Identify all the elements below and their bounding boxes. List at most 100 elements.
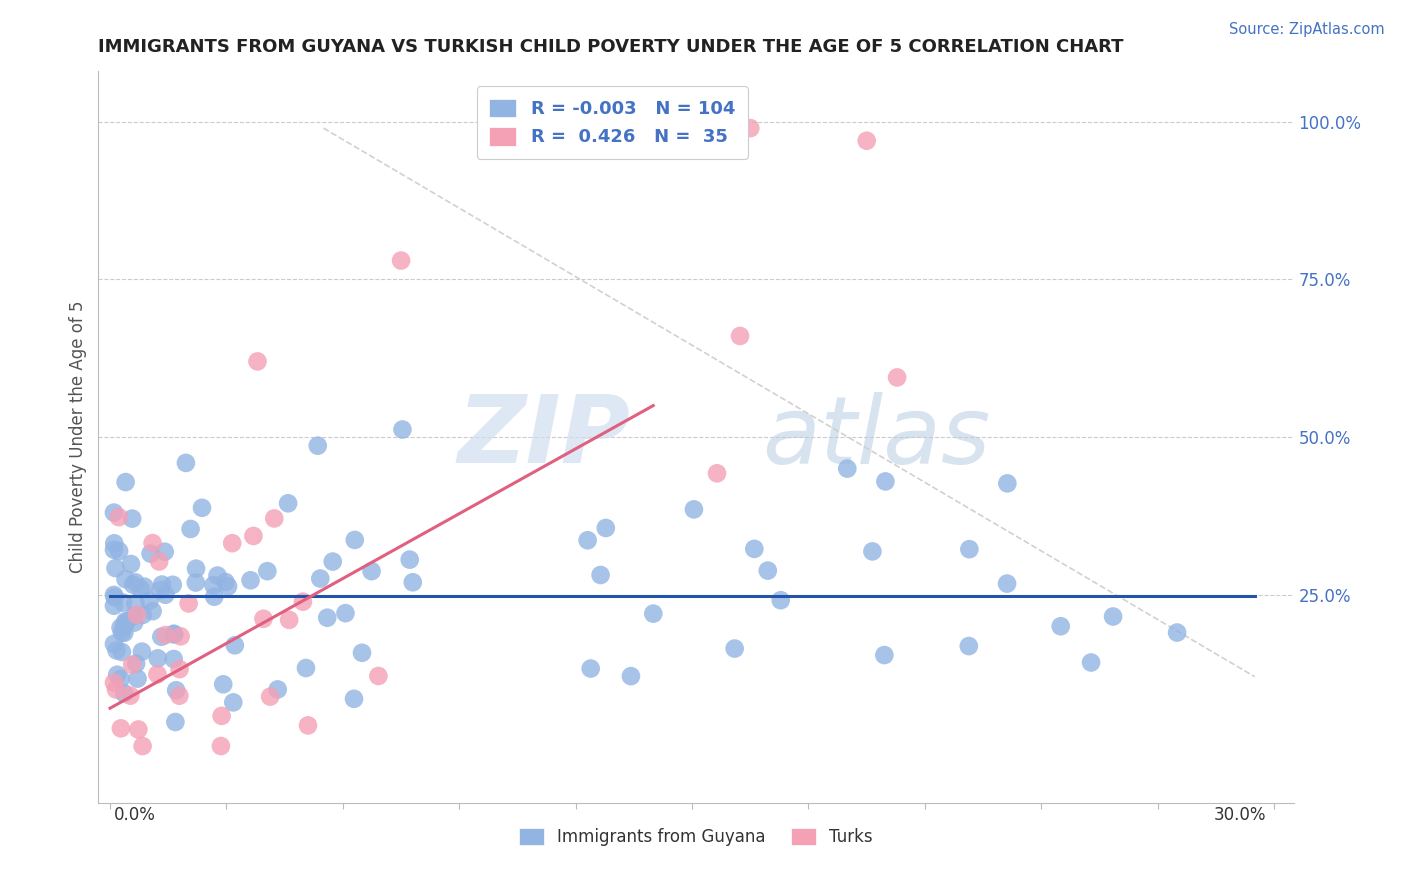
Point <box>224 638 246 652</box>
Point <box>222 695 245 709</box>
Point <box>886 370 908 384</box>
Point <box>398 552 420 566</box>
Point <box>875 475 897 489</box>
Point <box>837 461 859 475</box>
Point <box>131 739 153 753</box>
Point <box>350 646 373 660</box>
Point <box>103 588 125 602</box>
Point <box>104 561 127 575</box>
Point <box>105 682 128 697</box>
Point <box>103 536 125 550</box>
Point <box>239 574 262 588</box>
Point <box>267 682 290 697</box>
Point <box>191 500 214 515</box>
Point <box>1102 609 1125 624</box>
Point <box>744 541 766 556</box>
Point <box>995 576 1018 591</box>
Point <box>706 467 728 481</box>
Point <box>165 714 187 729</box>
Point <box>114 572 136 586</box>
Point <box>131 645 153 659</box>
Point <box>252 612 274 626</box>
Text: ZIP: ZIP <box>457 391 630 483</box>
Point <box>115 615 138 629</box>
Point <box>297 718 319 732</box>
Point <box>756 564 779 578</box>
Point <box>122 615 145 630</box>
Point <box>322 555 344 569</box>
Point <box>169 689 191 703</box>
Point <box>576 533 599 548</box>
Point <box>335 606 357 620</box>
Point <box>184 562 207 576</box>
Point <box>127 723 149 737</box>
Point <box>132 607 155 622</box>
Point <box>367 669 389 683</box>
Point <box>995 476 1018 491</box>
Point <box>125 657 148 671</box>
Point <box>728 329 751 343</box>
Point <box>103 506 125 520</box>
Point <box>163 652 186 666</box>
Text: IMMIGRANTS FROM GUYANA VS TURKISH CHILD POVERTY UNDER THE AGE OF 5 CORRELATION C: IMMIGRANTS FROM GUYANA VS TURKISH CHILD … <box>98 38 1123 56</box>
Point <box>724 641 747 656</box>
Point <box>105 643 128 657</box>
Point <box>202 590 225 604</box>
Point <box>103 599 125 613</box>
Point <box>111 645 134 659</box>
Point <box>643 607 665 621</box>
Point <box>150 630 173 644</box>
Point <box>121 511 143 525</box>
Point <box>769 593 792 607</box>
Point <box>246 354 269 368</box>
Point <box>146 667 169 681</box>
Point <box>124 596 146 610</box>
Point <box>120 557 142 571</box>
Point <box>860 544 883 558</box>
Point <box>360 564 382 578</box>
Point <box>343 533 366 547</box>
Point <box>122 608 145 623</box>
Point <box>108 544 131 558</box>
Point <box>103 637 125 651</box>
Point <box>207 568 229 582</box>
Point <box>214 574 236 589</box>
Legend: Immigrants from Guyana, Turks: Immigrants from Guyana, Turks <box>512 822 880 853</box>
Point <box>110 722 132 736</box>
Point <box>103 542 125 557</box>
Point <box>391 423 413 437</box>
Point <box>316 611 339 625</box>
Point <box>278 613 301 627</box>
Point <box>162 578 184 592</box>
Point <box>134 580 156 594</box>
Point <box>295 661 318 675</box>
Point <box>105 667 128 681</box>
Point <box>111 625 134 640</box>
Point <box>169 662 191 676</box>
Point <box>163 626 186 640</box>
Point <box>263 511 285 525</box>
Point <box>579 661 602 675</box>
Point <box>402 575 425 590</box>
Point <box>104 591 127 605</box>
Point <box>142 536 165 550</box>
Point <box>150 577 173 591</box>
Point <box>873 648 896 662</box>
Point <box>1166 625 1188 640</box>
Point <box>212 677 235 691</box>
Point <box>165 683 187 698</box>
Point <box>620 669 643 683</box>
Point <box>112 625 135 640</box>
Point <box>259 690 281 704</box>
Point <box>112 686 135 700</box>
Point <box>307 439 329 453</box>
Point <box>957 639 980 653</box>
Point <box>343 691 366 706</box>
Point <box>163 627 186 641</box>
Point <box>221 536 243 550</box>
Point <box>120 689 142 703</box>
Point <box>957 542 980 557</box>
Point <box>110 621 132 635</box>
Point <box>595 521 617 535</box>
Point <box>129 582 152 597</box>
